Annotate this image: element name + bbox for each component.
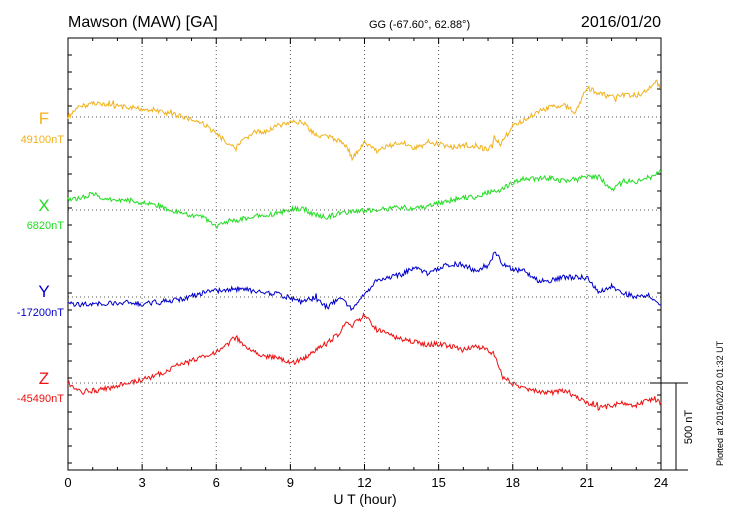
date-label: 2016/01/20 (581, 14, 661, 31)
series-line-z (67, 311, 662, 411)
station-title: Mawson (MAW) [GA] (68, 14, 218, 31)
coordinates-label: GG (-67.60°, 62.88°) (369, 19, 470, 31)
x-tick-label: 3 (139, 475, 146, 490)
series-name-y: Y (38, 282, 49, 301)
scale-bar-label: 500 nT (683, 410, 695, 445)
series-lines (67, 79, 662, 411)
series-line-x (67, 169, 662, 229)
x-tick-label: 21 (580, 475, 594, 490)
x-tick-label: 24 (654, 475, 668, 490)
series-baseline-z: -45490nT (17, 393, 64, 405)
x-tick-label: 6 (213, 475, 220, 490)
series-baseline-y: -17200nT (17, 307, 64, 319)
x-tick-label: 15 (431, 475, 445, 490)
series-labels: F 49100nT X 6820nT Y -17200nT Z -45490nT (17, 109, 64, 405)
x-axis-label: U T (hour) (333, 491, 396, 507)
series-line-f (67, 79, 662, 162)
grid-lines (68, 38, 661, 470)
plotted-timestamp: Plotted at 2016/02/20 01:32 UT (715, 340, 725, 466)
axis-ticks: 0 3 6 9 12 15 18 21 24 (64, 38, 668, 490)
series-line-y (67, 251, 662, 312)
x-tick-label: 18 (506, 475, 520, 490)
scale-bar: 500 nT (650, 382, 695, 471)
series-name-f: F (39, 109, 49, 128)
series-name-x: X (38, 196, 49, 215)
x-tick-label: 12 (357, 475, 371, 490)
series-baseline-x: 6820nT (27, 220, 65, 232)
x-tick-label: 9 (287, 475, 294, 490)
x-tick-label: 0 (64, 475, 71, 490)
series-baseline-f: 49100nT (21, 134, 65, 146)
series-name-z: Z (39, 369, 49, 388)
